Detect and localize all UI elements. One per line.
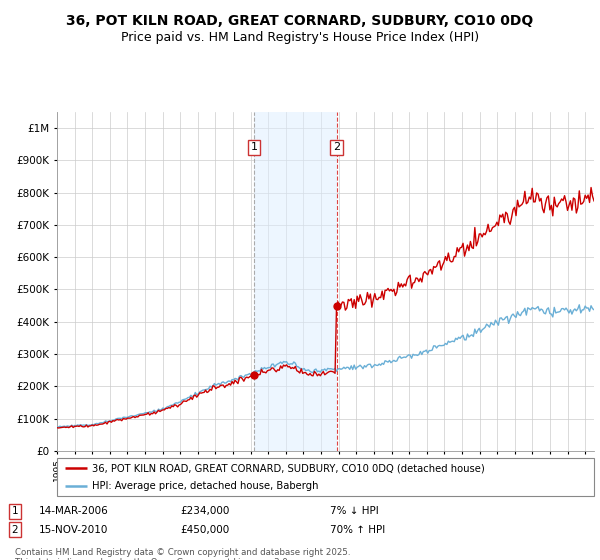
Text: 14-MAR-2006: 14-MAR-2006	[39, 506, 109, 516]
Text: 15-NOV-2010: 15-NOV-2010	[39, 525, 109, 535]
Text: 7% ↓ HPI: 7% ↓ HPI	[330, 506, 379, 516]
Text: 36, POT KILN ROAD, GREAT CORNARD, SUDBURY, CO10 0DQ (detached house): 36, POT KILN ROAD, GREAT CORNARD, SUDBUR…	[92, 463, 485, 473]
Bar	[254, 112, 337, 451]
Text: £450,000: £450,000	[180, 525, 229, 535]
Text: 1: 1	[11, 506, 19, 516]
Text: 1: 1	[251, 142, 257, 152]
Text: £234,000: £234,000	[180, 506, 229, 516]
Text: 70% ↑ HPI: 70% ↑ HPI	[330, 525, 385, 535]
Text: 2: 2	[11, 525, 19, 535]
Text: HPI: Average price, detached house, Babergh: HPI: Average price, detached house, Babe…	[92, 481, 319, 491]
Text: Price paid vs. HM Land Registry's House Price Index (HPI): Price paid vs. HM Land Registry's House …	[121, 31, 479, 44]
Text: Contains HM Land Registry data © Crown copyright and database right 2025.
This d: Contains HM Land Registry data © Crown c…	[15, 548, 350, 560]
Text: 36, POT KILN ROAD, GREAT CORNARD, SUDBURY, CO10 0DQ: 36, POT KILN ROAD, GREAT CORNARD, SUDBUR…	[67, 14, 533, 28]
Text: 2: 2	[333, 142, 340, 152]
